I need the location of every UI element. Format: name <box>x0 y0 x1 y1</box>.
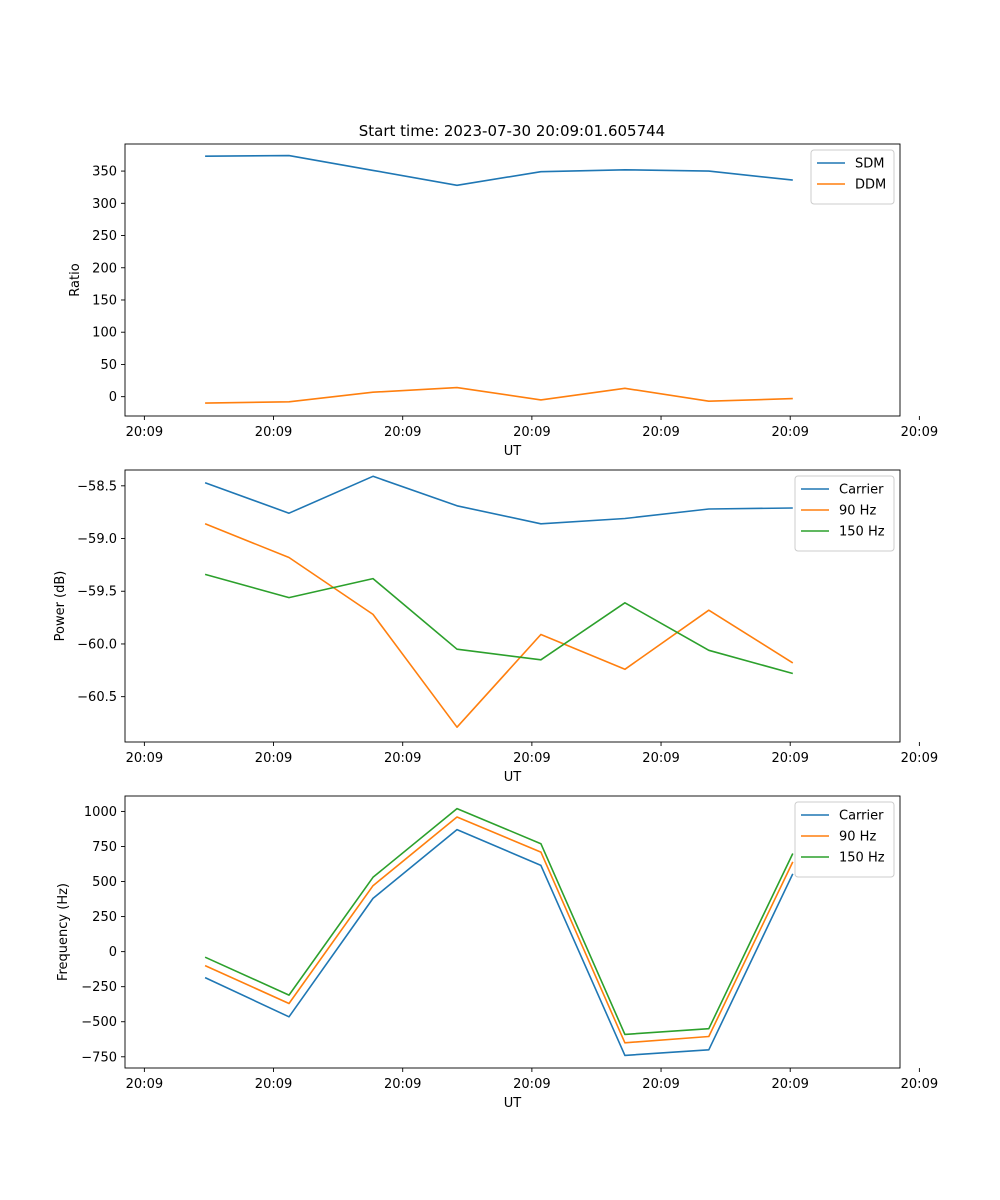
y-axis-label: Frequency (Hz) <box>56 883 71 981</box>
legend-label: DDM <box>855 178 886 193</box>
y-tick-label: 0 <box>109 945 117 960</box>
y-axis-label: Power (dB) <box>53 571 68 642</box>
panel-2: −58.5 −59.0 −59.5 −60.0 −60.5 20:09 20:09 20:09… <box>53 469 938 785</box>
y-axis-label: Ratio <box>68 263 83 296</box>
legend-label: Carrier <box>839 483 884 498</box>
y-tick-label: 250 <box>92 910 117 925</box>
x-tick-label: 20:09 <box>513 751 550 766</box>
panel-1: 0 50 100 150 200 250 300 350 20:09 20:09 20:09 20:0… <box>68 143 938 459</box>
x-tick-label: 20:09 <box>255 1077 292 1092</box>
x-tick-label: 20:09 <box>513 1077 550 1092</box>
y-tick-label: 300 <box>92 197 117 212</box>
y-tick-label: −60.5 <box>77 690 117 705</box>
x-tick-label: 20:09 <box>642 425 679 440</box>
y-tick-label: 1000 <box>84 805 117 820</box>
y-tick-label: −59.5 <box>77 585 117 600</box>
y-tick-label: −500 <box>81 1015 117 1030</box>
legend-label: 150 Hz <box>839 851 885 866</box>
x-tick-label: 20:09 <box>901 751 938 766</box>
plot-frame <box>124 795 901 1069</box>
x-tick-label: 20:09 <box>642 1077 679 1092</box>
x-tick-label: 20:09 <box>513 425 550 440</box>
y-tick-label: 50 <box>100 358 117 373</box>
plot-frame <box>124 143 901 417</box>
x-axis-label: UT <box>504 1096 522 1111</box>
y-tick-label: 750 <box>92 840 117 855</box>
series-line-ddm <box>205 386 793 404</box>
x-axis-label: UT <box>504 770 522 785</box>
legend: Carrier 90 Hz 150 Hz <box>794 801 895 878</box>
y-tick-label: 0 <box>109 390 117 405</box>
x-tick-label: 20:09 <box>255 425 292 440</box>
legend: Carrier 90 Hz 150 Hz <box>794 475 895 552</box>
y-tick-label: 150 <box>92 293 117 308</box>
y-tick-label: −750 <box>81 1050 117 1065</box>
x-tick-label: 20:09 <box>384 1077 421 1092</box>
y-tick-label: 100 <box>92 326 117 341</box>
y-tick-label: 350 <box>92 165 117 180</box>
x-tick-label: 20:09 <box>384 425 421 440</box>
series-line-carrier <box>204 828 794 1057</box>
x-tick-label: 20:09 <box>126 425 163 440</box>
x-tick-label: 20:09 <box>126 751 163 766</box>
y-tick-label: 250 <box>92 229 117 244</box>
series-line-90-hz <box>204 523 794 729</box>
y-tick-label: −60.0 <box>77 637 117 652</box>
y-tick-label: −250 <box>81 980 117 995</box>
legend-label: 90 Hz <box>839 504 876 519</box>
x-tick-label: 20:09 <box>771 1077 808 1092</box>
y-tick-label: 500 <box>92 875 117 890</box>
series-line-sdm <box>205 154 793 187</box>
x-tick-label: 20:09 <box>771 751 808 766</box>
legend-label: 150 Hz <box>839 525 885 540</box>
plot-frame <box>124 469 901 743</box>
x-tick-label: 20:09 <box>901 425 938 440</box>
x-tick-label: 20:09 <box>901 1077 938 1092</box>
legend-label: Carrier <box>839 809 884 824</box>
x-tick-label: 20:09 <box>642 751 679 766</box>
x-axis-label: UT <box>504 444 522 459</box>
legend-label: SDM <box>855 157 884 172</box>
series-line-90-hz <box>204 816 794 1044</box>
x-tick-label: 20:09 <box>255 751 292 766</box>
y-tick-label: 200 <box>92 261 117 276</box>
chart-title: Start time: 2023-07-30 20:09:01.605744 <box>359 122 665 140</box>
x-tick-label: 20:09 <box>126 1077 163 1092</box>
series-line-150-hz <box>204 573 794 675</box>
legend: SDM DDM <box>810 149 895 205</box>
panel-3: 1000 750 500 250 0 −250 −500 −750 20:09 20:09 20:0… <box>56 795 938 1111</box>
series-line-carrier <box>204 475 793 525</box>
legend-box <box>794 801 895 878</box>
x-tick-label: 20:09 <box>771 425 808 440</box>
y-tick-label: −58.5 <box>77 479 117 494</box>
y-tick-label: −59.0 <box>77 532 117 547</box>
legend-box <box>794 475 895 552</box>
series-line-150-hz <box>204 807 794 1036</box>
x-tick-label: 20:09 <box>384 751 421 766</box>
legend-label: 90 Hz <box>839 830 876 845</box>
